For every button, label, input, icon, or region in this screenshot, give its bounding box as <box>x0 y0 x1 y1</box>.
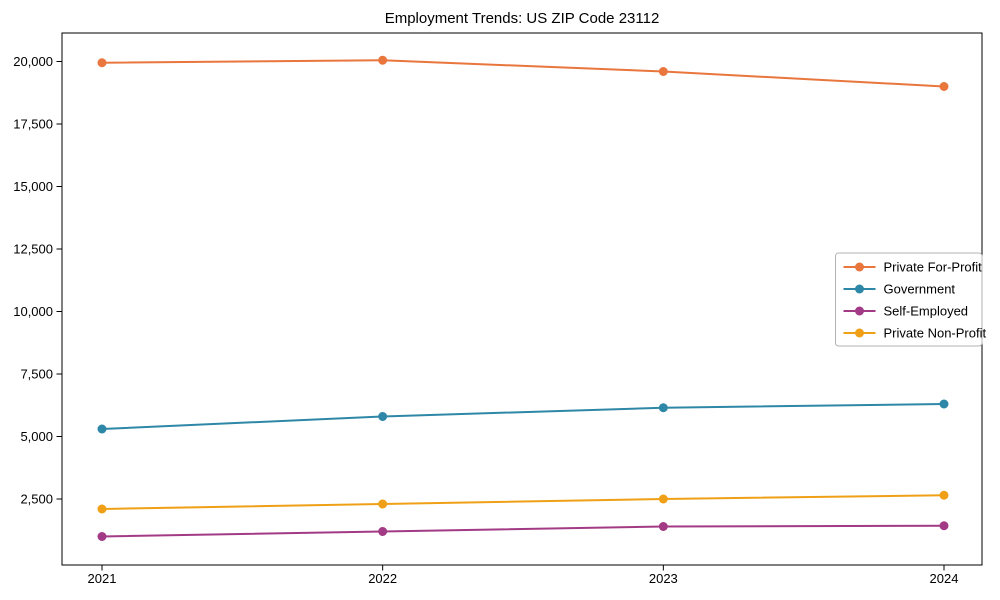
data-point <box>378 499 388 509</box>
y-tick-label: 7,500 <box>20 367 53 382</box>
y-tick-label: 5,000 <box>20 429 53 444</box>
legend-box <box>835 252 983 347</box>
data-point <box>97 504 107 514</box>
x-tick-label: 2023 <box>649 571 678 586</box>
y-tick-label: 12,500 <box>13 242 53 257</box>
legend-marker-icon <box>855 306 864 316</box>
data-point <box>97 532 107 541</box>
data-point <box>658 403 668 413</box>
y-tick-label: 2,500 <box>20 492 53 507</box>
data-point <box>378 55 388 65</box>
legend-label: Self-Employed <box>884 304 969 319</box>
y-tick-label: 10,000 <box>13 304 53 319</box>
data-point <box>378 527 388 536</box>
data-point <box>378 412 388 421</box>
chart-title: Employment Trends: US ZIP Code 23112 <box>385 10 660 27</box>
y-tick-label: 17,500 <box>13 117 53 132</box>
data-point <box>939 490 949 500</box>
data-point <box>939 521 949 531</box>
series-line-government <box>101 403 945 430</box>
data-point <box>658 67 668 76</box>
legend-label: Government <box>884 282 956 297</box>
legend: Private For-Profit Government Self-Employe… <box>835 252 987 347</box>
legend-label: Private Non-Profit <box>884 326 987 341</box>
axes-layer: 2,500 5,000 7,500 10,000 12,500 15,000 17,500 2… <box>13 32 983 586</box>
series-line-private-for-profit <box>101 59 945 88</box>
legend-marker-icon <box>855 328 864 338</box>
series-line-private-non-profit <box>101 494 945 510</box>
data-point <box>939 82 949 91</box>
series-line-self-employed <box>101 524 945 538</box>
data-point <box>658 522 668 531</box>
series-layer <box>97 55 949 541</box>
y-tick-label: 15,000 <box>13 179 53 194</box>
legend-marker-icon <box>855 262 864 272</box>
x-tick-label: 2021 <box>88 571 117 586</box>
data-point <box>658 494 668 504</box>
data-point <box>97 58 107 68</box>
y-tick-label: 20,000 <box>13 54 53 69</box>
x-tick-label: 2024 <box>930 571 959 586</box>
x-tick-label: 2022 <box>368 571 397 586</box>
data-point <box>97 424 107 434</box>
data-point <box>939 399 949 409</box>
legend-label: Private For-Profit <box>884 260 983 275</box>
legend-marker-icon <box>855 284 864 294</box>
